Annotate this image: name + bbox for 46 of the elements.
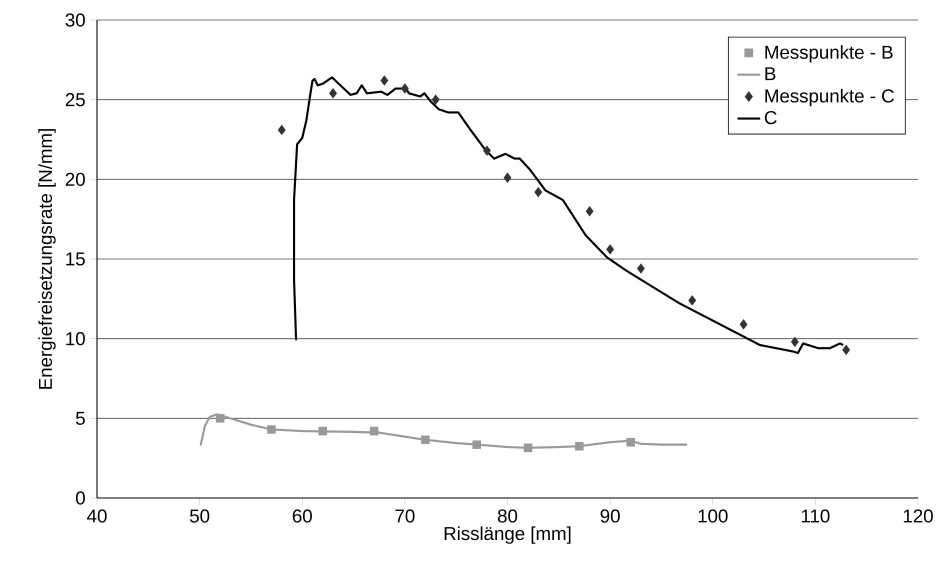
point bbox=[318, 426, 328, 436]
legend-label: Messpunkte - C bbox=[765, 88, 894, 106]
point bbox=[626, 438, 635, 447]
point bbox=[606, 244, 614, 255]
point bbox=[329, 88, 337, 98]
point bbox=[688, 295, 696, 306]
y-tick-label: 0 bbox=[76, 491, 85, 505]
y-tick-label: 25 bbox=[66, 93, 85, 106]
legend-label: B bbox=[765, 67, 776, 80]
x-tick-label: 40 bbox=[87, 509, 107, 523]
point bbox=[842, 344, 850, 355]
legend-label: C bbox=[764, 111, 777, 124]
point bbox=[637, 263, 645, 274]
x-tick-label: 60 bbox=[292, 509, 312, 523]
point bbox=[740, 319, 748, 330]
point bbox=[586, 206, 594, 216]
point bbox=[790, 336, 799, 347]
x-tick-label: 50 bbox=[190, 509, 210, 523]
y-tick-label: 10 bbox=[66, 332, 85, 346]
point bbox=[575, 442, 584, 450]
point bbox=[472, 440, 481, 449]
point bbox=[380, 75, 388, 86]
point bbox=[524, 444, 532, 452]
point bbox=[421, 436, 430, 444]
point bbox=[278, 124, 286, 136]
point bbox=[216, 414, 224, 423]
point bbox=[483, 146, 491, 156]
x-tick-label: 80 bbox=[498, 509, 518, 523]
y-tick-label: 15 bbox=[66, 252, 85, 266]
point bbox=[432, 94, 440, 105]
x-tick-label: 100 bbox=[698, 509, 728, 523]
x-tick-label: 90 bbox=[600, 509, 620, 523]
y-tick-label: 20 bbox=[66, 172, 85, 186]
point bbox=[370, 426, 378, 436]
x-tick-label: 70 bbox=[395, 509, 415, 523]
y-tick-label: 30 bbox=[66, 13, 85, 27]
point bbox=[534, 187, 542, 198]
x-tick-label: 110 bbox=[802, 509, 830, 523]
point bbox=[401, 83, 409, 94]
y-axis-title: Energiefreisetzungsrate [N/mm] bbox=[38, 129, 56, 389]
point bbox=[504, 172, 512, 183]
point bbox=[267, 425, 276, 434]
x-tick-label: 120 bbox=[904, 509, 933, 523]
y-tick-label: 5 bbox=[76, 412, 85, 425]
x-axis-title: Risslänge [mm] bbox=[444, 526, 570, 544]
legend-label: Messpunkte - B bbox=[765, 45, 893, 63]
